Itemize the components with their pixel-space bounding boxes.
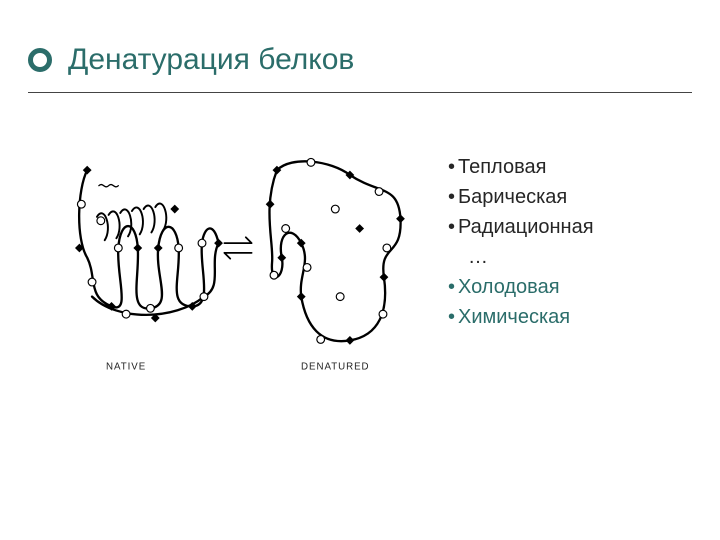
list-item-label: … [458, 242, 488, 272]
bullet-icon: • [448, 302, 458, 332]
bullet-icon: • [448, 272, 458, 302]
list-item-label: Холодовая [458, 272, 560, 302]
list-item-label: Тепловая [458, 152, 546, 182]
list-item: •Химическая [448, 302, 688, 332]
bullet-icon: • [448, 212, 458, 242]
list-item-label: Химическая [458, 302, 570, 332]
figure-caption-native: NATIVE [106, 362, 146, 373]
list-item: … [448, 242, 688, 272]
list-item: •Радиационная [448, 212, 688, 242]
list-item: •Холодовая [448, 272, 688, 302]
title-underline [28, 92, 692, 93]
slide-title: Денатурация белков [68, 42, 354, 78]
title-bullet-ring [28, 48, 52, 72]
denaturation-types-list: •Тепловая•Барическая•Радиационная…•Холод… [448, 152, 688, 332]
bullet-icon: • [448, 182, 458, 212]
bullet-icon: • [448, 152, 458, 182]
list-item: •Тепловая [448, 152, 688, 182]
list-item-label: Радиационная [458, 212, 594, 242]
list-item-label: Барическая [458, 182, 567, 212]
denaturation-figure: NATIVE DENATURED [58, 150, 418, 380]
list-item: •Барическая [448, 182, 688, 212]
slide: Денатурация белков NATIVE DENATURED •Теп… [0, 0, 720, 540]
figure-caption-denatured: DENATURED [301, 362, 370, 373]
